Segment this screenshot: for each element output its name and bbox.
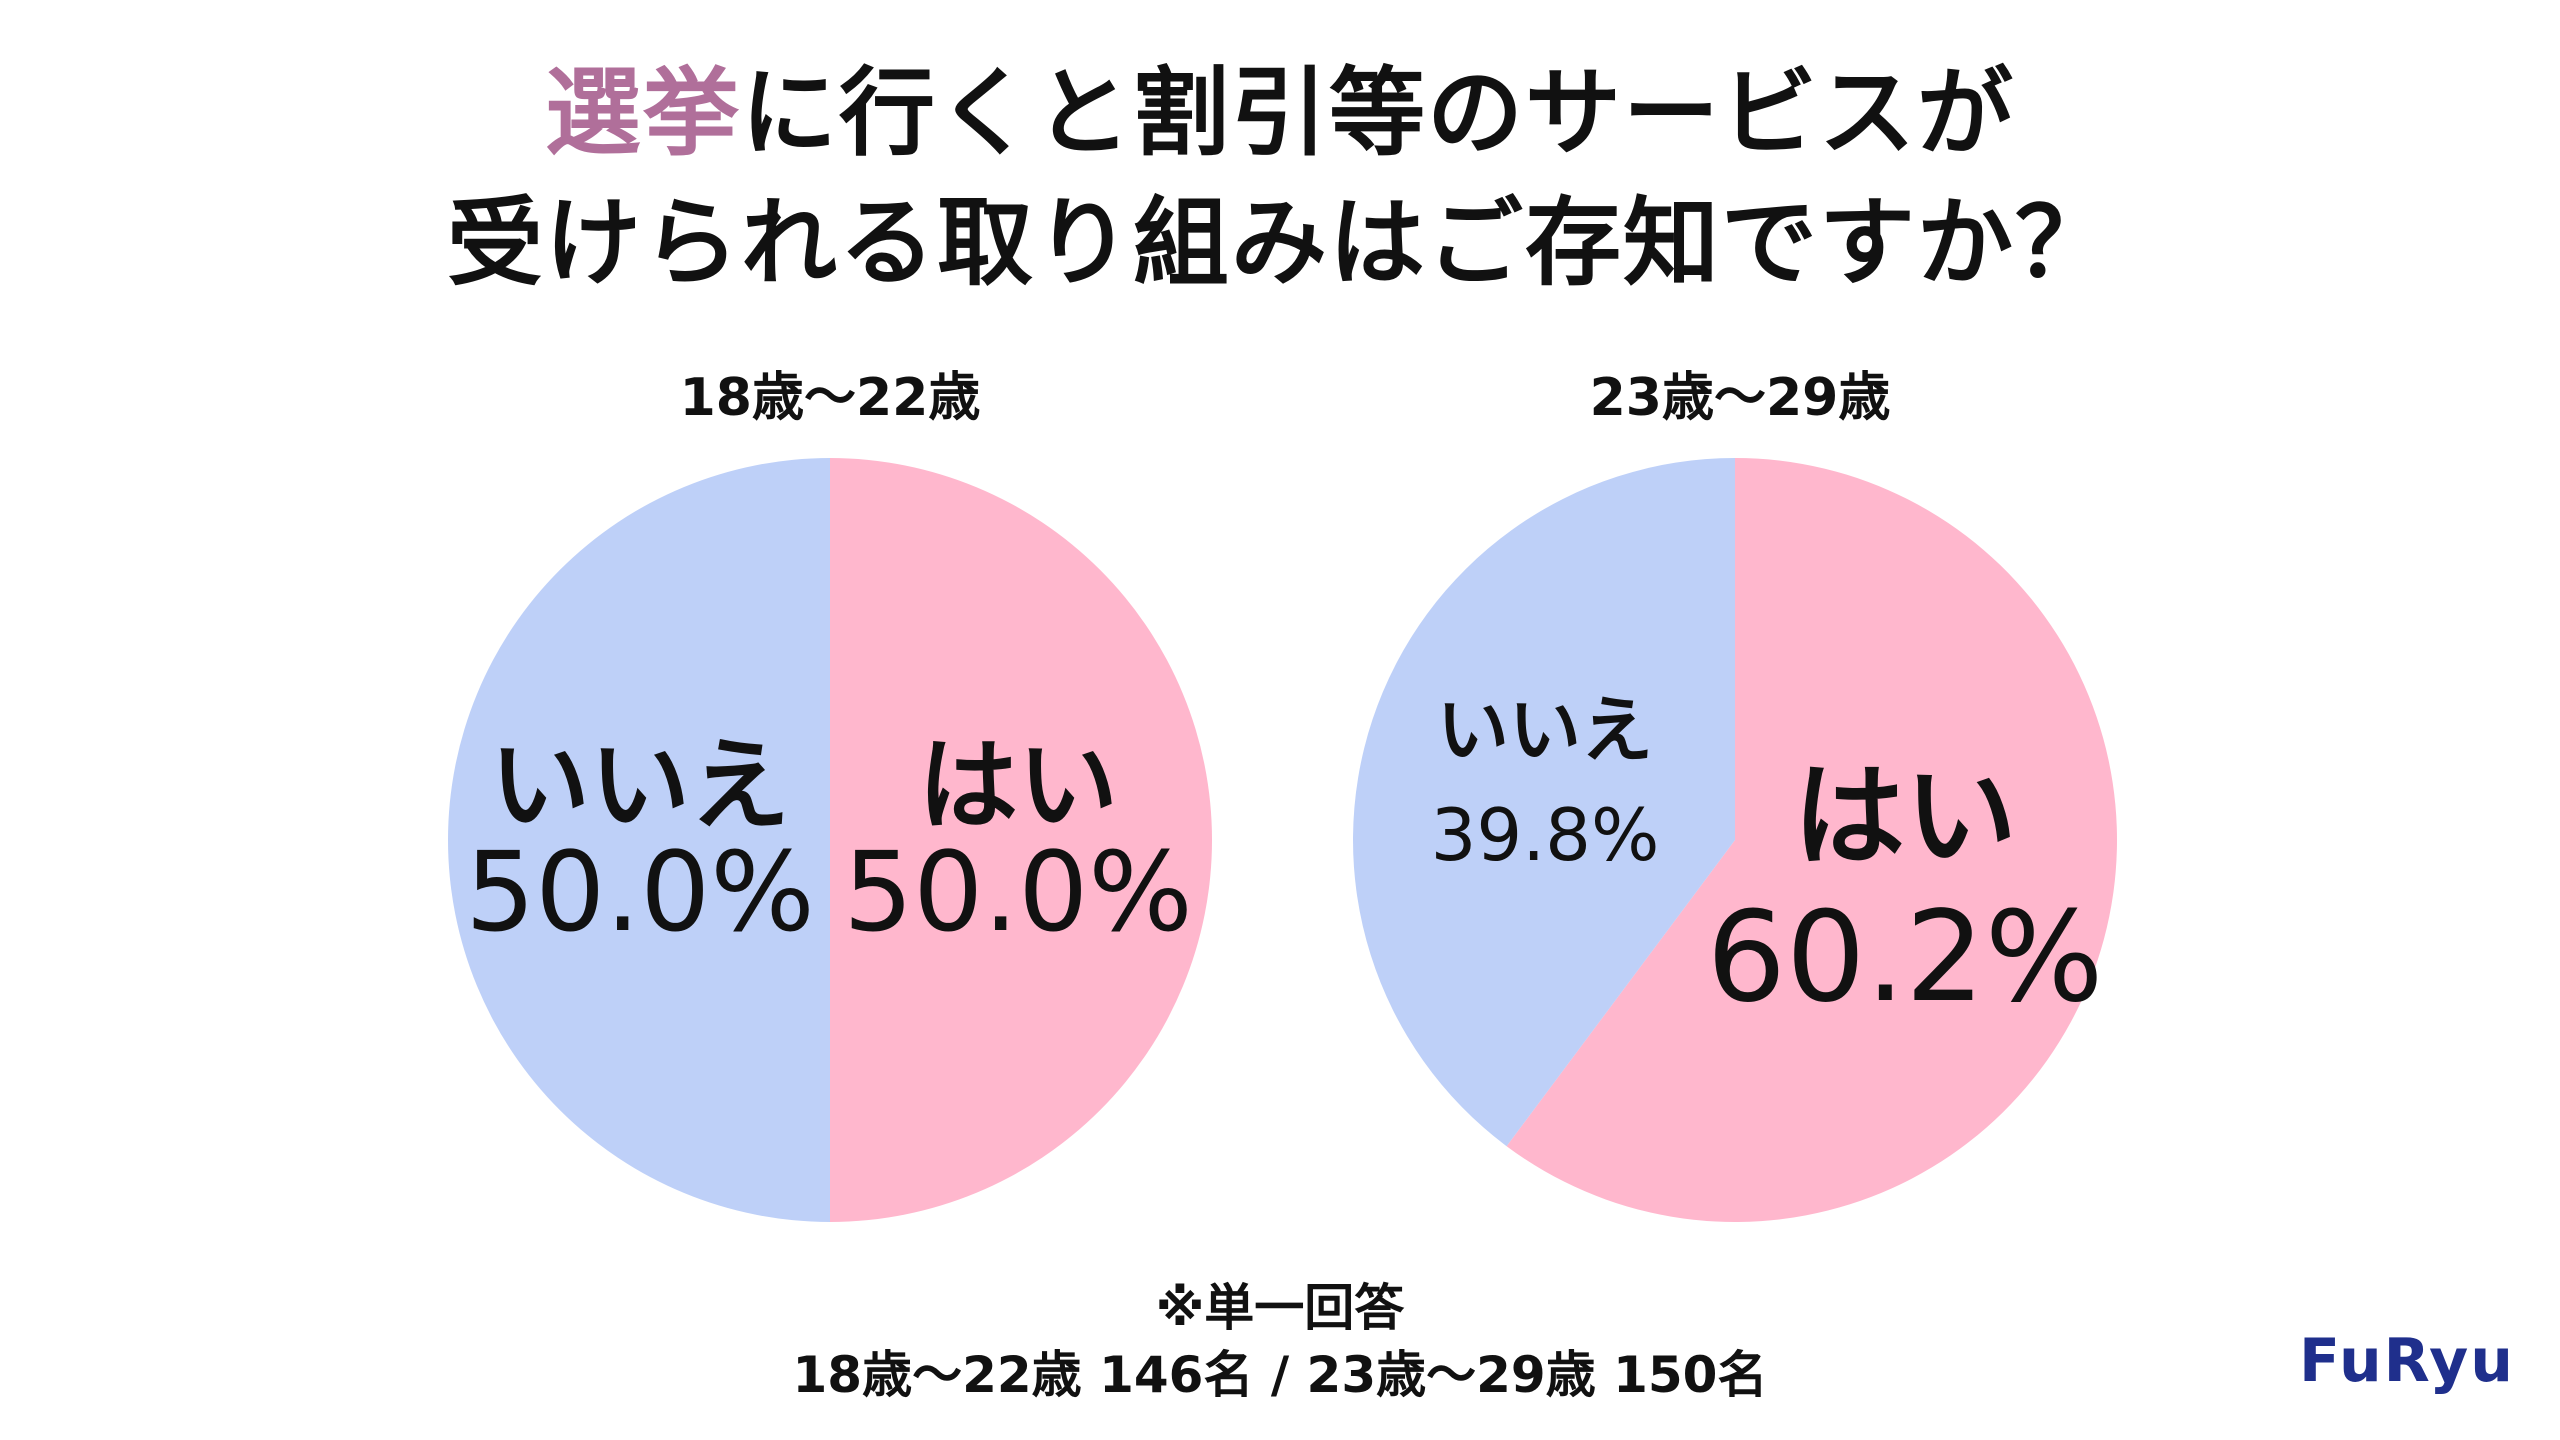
pie-1-label-no: いいえ xyxy=(490,727,790,844)
title-rest: に行くと割引等のサービスが xyxy=(741,57,2015,169)
pie-2-title: 23歳～29歳 xyxy=(1589,368,1891,428)
pie-1-slice-no xyxy=(448,458,830,1222)
pie-1-value-no: 50.0% xyxy=(465,828,814,956)
pie-2-label-yes: はい xyxy=(1793,752,2017,882)
pie-2-value-yes: 60.2% xyxy=(1706,885,2103,1030)
pie-1-label-yes: はい xyxy=(918,727,1118,844)
pie-2-value-no: 39.8% xyxy=(1431,793,1660,877)
pie-2-label-no: いいえ xyxy=(1437,688,1653,772)
pie-1-value-yes: 50.0% xyxy=(843,828,1192,956)
furyu-logo: FuRyu xyxy=(2298,1326,2515,1396)
title-accent: 選挙 xyxy=(545,57,741,169)
pie-2-slice-no xyxy=(1353,458,1735,1147)
pie-1-title: 18歳～22歳 xyxy=(679,368,981,428)
footnote-response-type: ※単一回答 xyxy=(1155,1279,1405,1337)
chart-title-line-1: 選挙に行くと割引等のサービスが xyxy=(0,65,2560,161)
chart-title-line-2: 受けられる取り組みはご存知ですか？ xyxy=(447,187,2113,299)
pie-2-slice-yes xyxy=(1506,458,2117,1222)
footnote-sample-size: 18歳～22歳 146名 / 23歳～29歳 150名 xyxy=(792,1346,1768,1404)
pie-1-slice-yes xyxy=(830,458,1212,1222)
